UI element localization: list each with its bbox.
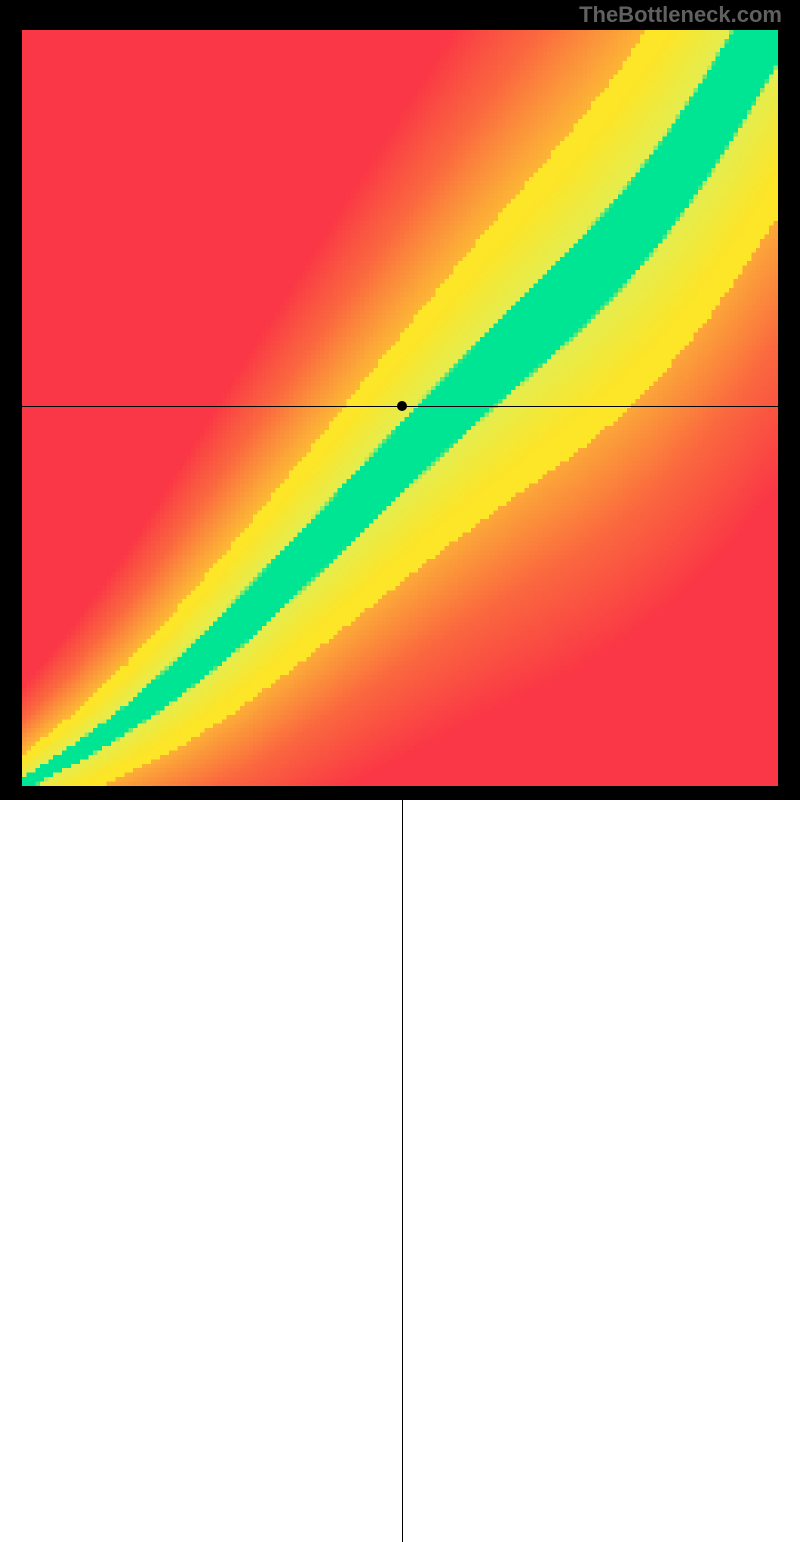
- chart-container: TheBottleneck.com: [0, 0, 800, 800]
- crosshair-dot: [397, 401, 407, 411]
- heatmap-plot: [22, 30, 778, 786]
- watermark-text: TheBottleneck.com: [579, 2, 782, 28]
- crosshair-vertical: [402, 786, 403, 1542]
